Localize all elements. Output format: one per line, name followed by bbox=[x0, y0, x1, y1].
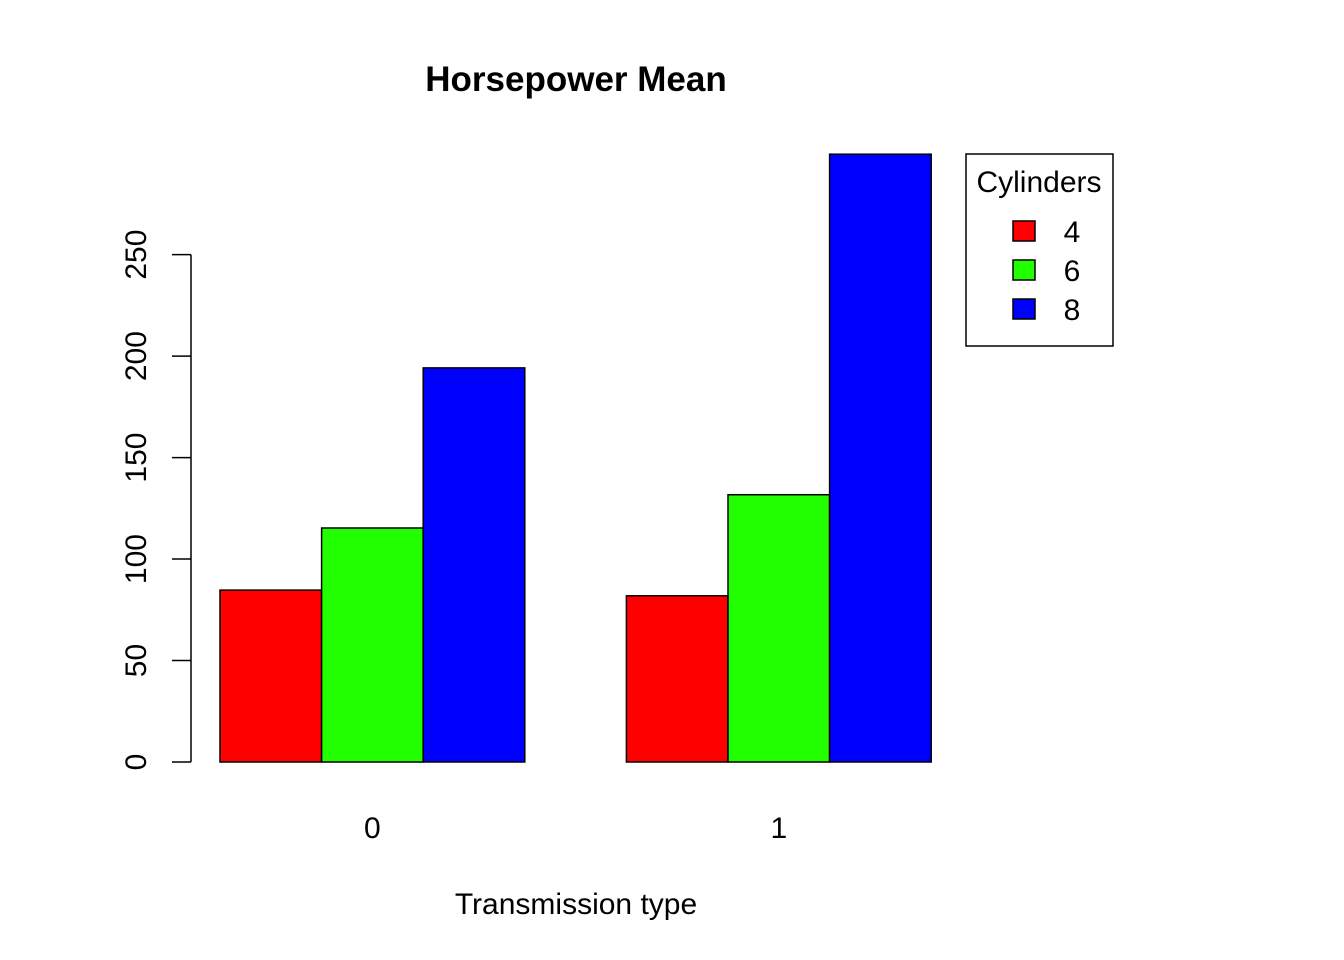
y-axis: 0 50 100 150 200 250 bbox=[120, 230, 192, 771]
bar bbox=[320, 527, 424, 763]
bar bbox=[828, 153, 932, 763]
x-axis-tick-label: 0 bbox=[364, 812, 381, 845]
y-axis-tick-label: 250 bbox=[120, 230, 153, 280]
y-axis-tick-label: 100 bbox=[120, 534, 153, 584]
bar bbox=[422, 367, 526, 763]
legend-items: 4 6 8 bbox=[1012, 216, 1081, 327]
legend-label: 6 bbox=[1064, 255, 1081, 288]
bar bbox=[625, 595, 729, 763]
x-axis-tick-label: 1 bbox=[770, 812, 787, 845]
legend-label: 8 bbox=[1064, 294, 1081, 327]
legend-swatch bbox=[1012, 220, 1036, 242]
legend-title: Cylinders bbox=[976, 166, 1101, 199]
legend-swatch bbox=[1012, 259, 1036, 281]
y-axis-tick-label: 200 bbox=[120, 331, 153, 381]
bar bbox=[219, 589, 323, 763]
legend-swatch bbox=[1012, 298, 1036, 320]
y-axis-tick-label: 50 bbox=[120, 644, 153, 677]
y-axis-tick-label: 0 bbox=[120, 754, 153, 771]
legend-label: 4 bbox=[1064, 216, 1081, 249]
legend: Cylinders 4 6 8 bbox=[965, 153, 1114, 347]
x-axis-title: Transmission type bbox=[455, 888, 697, 921]
y-axis-tick-label: 150 bbox=[120, 433, 153, 483]
bar bbox=[727, 493, 831, 763]
bars bbox=[219, 153, 932, 763]
chart-title: Horsepower Mean bbox=[425, 60, 726, 99]
legend-box bbox=[965, 153, 1114, 347]
